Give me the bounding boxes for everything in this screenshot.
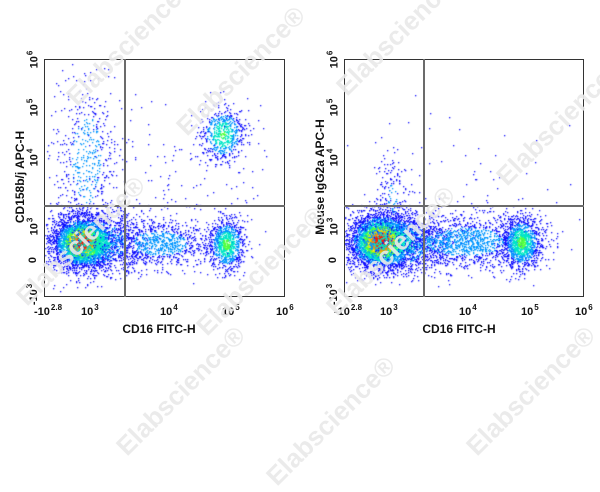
y-tick: 106 bbox=[25, 50, 41, 69]
x-tick: 103 bbox=[81, 303, 99, 318]
x-tick: -102.8 bbox=[34, 303, 63, 318]
plot-panel-cd158bj: CD158b/j APC-H CD16 FITC-H -102.8 103 10… bbox=[0, 0, 300, 427]
x-tick: 104 bbox=[160, 303, 178, 318]
x-axis-label: CD16 FITC-H bbox=[122, 322, 196, 336]
y-tick: 106 bbox=[325, 50, 341, 69]
x-tick: 106 bbox=[276, 303, 294, 318]
y-tick: 103 bbox=[25, 217, 41, 236]
quadrant-gate-horizontal[interactable] bbox=[344, 205, 584, 207]
y-tick: -103 bbox=[25, 283, 41, 306]
x-tick: 105 bbox=[521, 303, 539, 318]
dot-plot-canvas bbox=[344, 59, 583, 296]
quadrant-gate-vertical[interactable] bbox=[423, 59, 425, 297]
y-tick: 104 bbox=[25, 148, 41, 167]
y-tick: 105 bbox=[325, 98, 341, 117]
dot-plot-canvas bbox=[44, 59, 284, 296]
x-tick: 106 bbox=[575, 303, 593, 318]
x-tick: 103 bbox=[380, 303, 398, 318]
plot-frame bbox=[44, 59, 285, 297]
quadrant-gate-horizontal[interactable] bbox=[44, 205, 285, 207]
x-axis-label: CD16 FITC-H bbox=[422, 322, 496, 336]
plot-panel-isotype: Mouse IgG2a APC-H CD16 FITC-H -102.8 103… bbox=[300, 0, 600, 427]
x-tick: 104 bbox=[459, 303, 477, 318]
y-tick: -103 bbox=[325, 283, 341, 306]
quadrant-gate-vertical[interactable] bbox=[124, 59, 126, 297]
y-tick: 104 bbox=[325, 148, 341, 167]
y-tick: 103 bbox=[325, 217, 341, 236]
y-tick: 0 bbox=[327, 256, 340, 264]
x-tick: -102.8 bbox=[334, 303, 363, 318]
plot-frame bbox=[344, 59, 584, 297]
y-tick: 105 bbox=[25, 98, 41, 117]
y-tick: 0 bbox=[27, 256, 40, 264]
x-tick: 105 bbox=[222, 303, 240, 318]
